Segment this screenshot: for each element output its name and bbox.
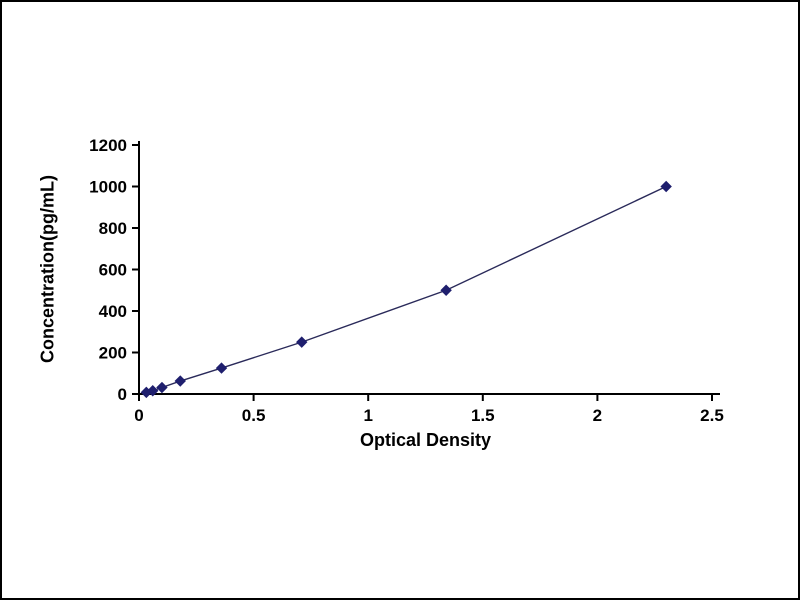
y-tick-label: 600 (99, 261, 127, 280)
y-axis-title: Concentration(pg/mL) (37, 175, 58, 363)
diamond-marker (440, 284, 452, 296)
diamond-marker (660, 180, 672, 193)
y-tick-label: 200 (99, 344, 127, 363)
diamond-marker (296, 336, 308, 348)
y-tick-label: 1200 (89, 136, 127, 155)
y-axis: 0 200 400 600 800 1000 1200 (89, 136, 140, 404)
diamond-marker (147, 385, 159, 397)
y-tick-label: 0 (118, 385, 127, 404)
diamond-marker (215, 362, 228, 374)
y-tick-label: 400 (99, 302, 127, 321)
y-tick-label: 800 (99, 219, 127, 238)
y-tick-label: 1000 (89, 178, 127, 197)
diamond-marker (156, 381, 168, 394)
x-tick-label: 0 (134, 406, 143, 425)
x-tick-label: 2.5 (700, 406, 724, 425)
x-tick-label: 1 (363, 406, 372, 425)
x-axis: 0 0.5 1 1.5 2 2.5 (134, 393, 724, 425)
series-line (146, 185, 667, 394)
diamond-marker (174, 375, 186, 387)
data-series (140, 180, 672, 399)
x-tick-label: 1.5 (471, 406, 495, 425)
x-axis-title: Optical Density (359, 430, 492, 450)
x-tick-label: 2 (593, 406, 602, 425)
x-tick-label: 0.5 (242, 406, 266, 425)
